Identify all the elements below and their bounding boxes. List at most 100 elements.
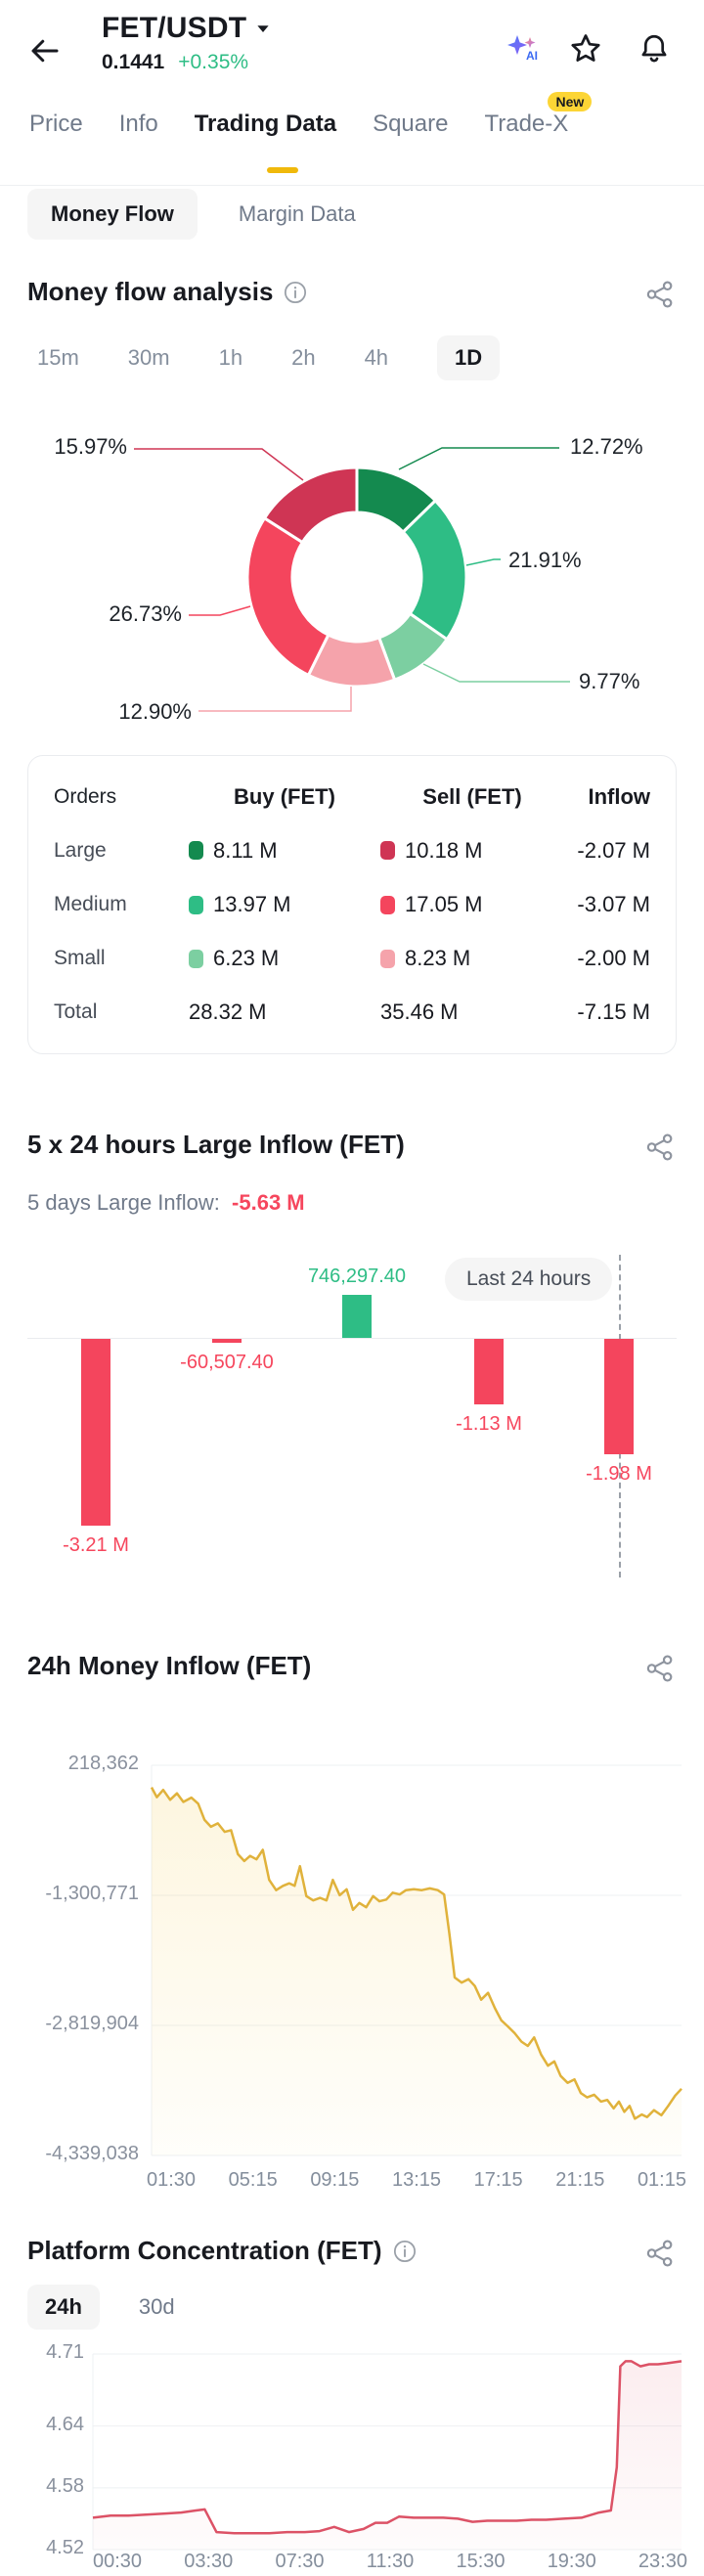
x-axis-labels: 00:30 03:30 07:30 11:30 15:30 19:30 23:3…: [93, 2551, 687, 2573]
summary-value: -5.63 M: [232, 1190, 305, 1215]
bar-day-3: [342, 1295, 372, 1338]
col-sell: Sell (FET): [422, 783, 522, 809]
tab-trade-x[interactable]: Trade-X New: [484, 92, 593, 141]
bar-value-label: -1.98 M: [586, 1463, 652, 1485]
tab-24h[interactable]: 24h: [27, 2285, 100, 2330]
active-tab-underline: [267, 167, 298, 173]
notifications-button[interactable]: [637, 31, 672, 71]
y-tick: 4.71: [46, 2341, 84, 2363]
donut-label-small-buy: 9.77%: [579, 669, 640, 693]
tab-money-flow[interactable]: Money Flow: [27, 189, 198, 240]
section-title: Platform Concentration (FET): [27, 2236, 382, 2265]
y-tick: -2,819,904: [45, 2013, 139, 2034]
donut-leader-line: [198, 687, 352, 712]
sell-value: 8.23 M: [380, 946, 564, 971]
y-tick: 4.64: [46, 2414, 84, 2435]
color-chip: [189, 949, 203, 968]
donut-label-medium-buy: 21.91%: [508, 548, 582, 572]
back-arrow-icon: [31, 39, 59, 63]
section-title: 5 x 24 hours Large Inflow (FET): [27, 1130, 405, 1159]
y-tick: -4,339,038: [45, 2143, 139, 2164]
back-button[interactable]: [27, 33, 63, 68]
sell-value: 35.46 M: [380, 999, 459, 1025]
price-change: +0.35%: [178, 51, 249, 73]
interval-4h[interactable]: 4h: [364, 345, 389, 370]
section-title: Money flow analysis: [27, 277, 274, 306]
pair-header: FET/USDT 0.1441 +0.35%: [102, 12, 272, 74]
interval-2h[interactable]: 2h: [291, 345, 316, 370]
svg-text:AI: AI: [526, 49, 538, 63]
donut-label-medium-sell: 26.73%: [109, 601, 182, 626]
info-icon[interactable]: [392, 2239, 418, 2264]
y-tick: -1,300,771: [45, 1883, 139, 1904]
ai-sparkle-icon: AI: [507, 35, 538, 63]
favorite-button[interactable]: [568, 31, 603, 71]
donut-label-large-sell: 15.97%: [54, 434, 127, 459]
share-money-flow-button[interactable]: [645, 280, 675, 314]
inflow-value: -2.07 M: [577, 837, 650, 863]
chevron-down-icon: [257, 25, 269, 32]
donut-segment-medium-sell: [245, 515, 330, 678]
row-label: Small: [54, 947, 106, 970]
x-tick: 07:30: [275, 2551, 325, 2572]
interval-1d[interactable]: 1D: [437, 335, 501, 380]
x-tick: 11:30: [366, 2551, 415, 2572]
bar-day-5: [604, 1339, 634, 1454]
x-tick: 13:15: [391, 2169, 442, 2191]
buy-value: 6.23 M: [189, 946, 380, 971]
tab-square[interactable]: Square: [373, 111, 449, 137]
share-platform-concentration-button[interactable]: [645, 2239, 675, 2273]
interval-1h[interactable]: 1h: [218, 345, 243, 370]
pair-symbol: FET/USDT: [102, 12, 247, 44]
tab-price[interactable]: Price: [29, 111, 83, 137]
x-tick: 01:15: [637, 2169, 686, 2191]
tab-trading-data[interactable]: Trading Data: [194, 111, 337, 137]
x-tick: 05:15: [228, 2169, 278, 2191]
col-inflow: Inflow: [588, 783, 650, 809]
donut-label-large-buy: 12.72%: [570, 434, 643, 459]
bar-day-4: [474, 1339, 504, 1404]
money-flow-donut-chart: [134, 447, 570, 712]
info-icon[interactable]: [283, 280, 308, 305]
inflow-value: -2.00 M: [577, 946, 650, 971]
large-inflow-heading: 5 x 24 hours Large Inflow (FET): [27, 1130, 405, 1160]
concentration-range-tabs: 24h 30d: [27, 2285, 175, 2330]
x-tick: 21:15: [555, 2169, 605, 2191]
table-row-small: Small 6.23 M 8.23 M -2.00 M: [54, 932, 650, 986]
bar-value-label: 746,297.40: [307, 1266, 407, 1287]
x-axis-labels: 01:30 05:15 09:15 13:15 17:15 21:15 01:1…: [147, 2169, 686, 2192]
pair-selector[interactable]: FET/USDT: [102, 12, 272, 45]
interval-tabs: 15m 30m 1h 2h 4h 1D: [37, 334, 501, 381]
bar-value-label: -1.13 M: [456, 1413, 522, 1435]
x-tick: 03:30: [184, 2551, 234, 2572]
ai-assistant-button[interactable]: AI: [500, 27, 547, 79]
interval-15m[interactable]: 15m: [37, 345, 79, 370]
tab-trade-x-label: Trade-X: [484, 111, 569, 137]
table-row-medium: Medium 13.97 M 17.05 M -3.07 M: [54, 877, 650, 931]
x-tick: 09:15: [310, 2169, 360, 2191]
y-tick: 4.58: [46, 2475, 84, 2497]
inflow-value: -3.07 M: [577, 892, 650, 916]
sell-value: 17.05 M: [380, 892, 564, 917]
color-chip: [189, 841, 203, 861]
tab-30d[interactable]: 30d: [138, 2294, 175, 2319]
share-money-inflow-button[interactable]: [645, 1654, 675, 1688]
tab-margin-data[interactable]: Margin Data: [238, 201, 356, 226]
buy-value: 28.32 M: [189, 999, 267, 1025]
money-inflow-heading: 24h Money Inflow (FET): [27, 1651, 311, 1681]
x-tick: 23:30: [638, 2551, 687, 2572]
x-tick: 00:30: [93, 2551, 143, 2572]
donut-leader-line: [189, 605, 251, 616]
share-icon: [646, 2240, 673, 2267]
interval-30m[interactable]: 30m: [127, 345, 170, 370]
platform-concentration-heading: Platform Concentration (FET): [27, 2236, 418, 2266]
share-large-inflow-button[interactable]: [645, 1133, 675, 1167]
bar-value-label: -60,507.40: [180, 1352, 274, 1373]
row-label: Medium: [54, 893, 127, 915]
summary-label: 5 days Large Inflow:: [27, 1190, 220, 1215]
buy-value: 13.97 M: [189, 892, 380, 917]
share-icon: [646, 1655, 673, 1682]
tab-info[interactable]: Info: [118, 111, 158, 137]
bar-day-2: [212, 1339, 242, 1343]
